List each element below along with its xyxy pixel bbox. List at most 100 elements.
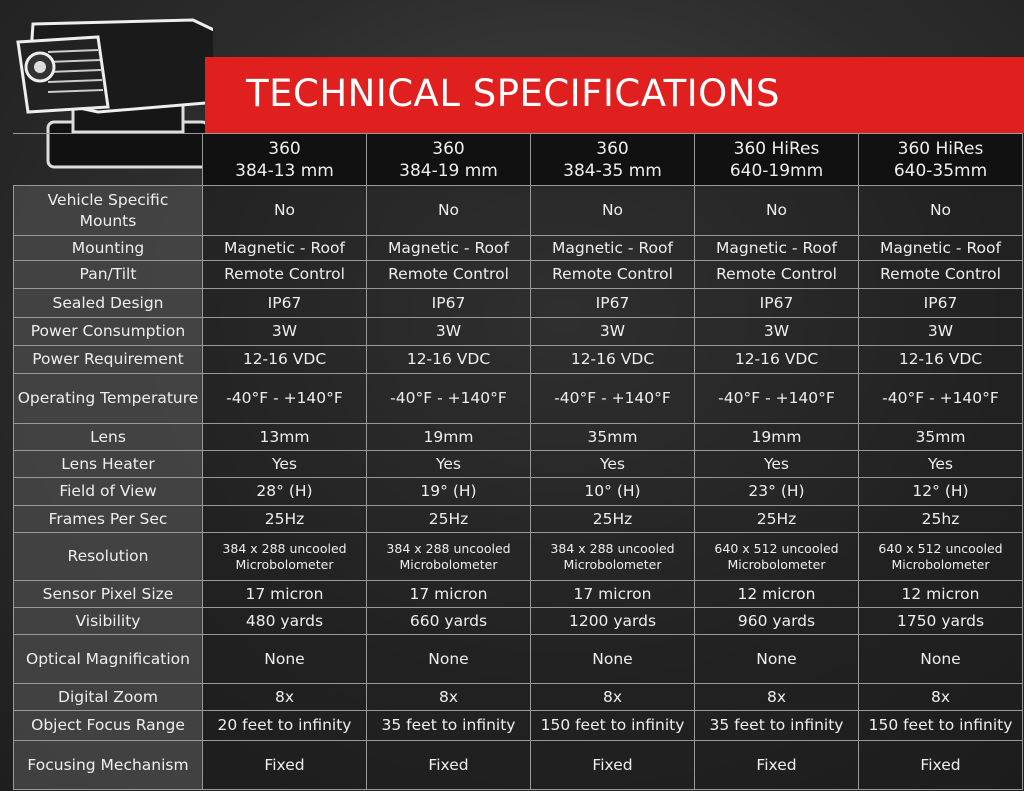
column-header: 360 384-35 mm: [531, 134, 695, 186]
spec-value: 8x: [531, 684, 695, 711]
spec-value: 25Hz: [203, 506, 367, 533]
spec-value: 3W: [203, 318, 367, 346]
spec-value: -40°F - +140°F: [367, 374, 531, 424]
spec-value: 28° (H): [203, 478, 367, 506]
row-label: Frames Per Sec: [13, 506, 203, 533]
row-label: Visibility: [13, 608, 203, 635]
column-header-line: 360: [432, 138, 465, 159]
column-header-line: 360: [596, 138, 629, 159]
row-label: Sensor Pixel Size: [13, 581, 203, 608]
spec-value: 12-16 VDC: [859, 346, 1023, 374]
column-header-line: 384-19 mm: [399, 160, 498, 181]
spec-value: 12-16 VDC: [203, 346, 367, 374]
spec-value: 12 micron: [859, 581, 1023, 608]
spec-value: None: [531, 635, 695, 684]
column-header-line: 640-19mm: [729, 160, 824, 181]
row-label: Digital Zoom: [13, 684, 203, 711]
spec-value: 12 micron: [695, 581, 859, 608]
spec-value: IP67: [531, 289, 695, 318]
spec-value: 3W: [695, 318, 859, 346]
column-header: 360 HiRes 640-19mm: [695, 134, 859, 186]
spec-value: 19mm: [367, 424, 531, 451]
spec-value: 3W: [367, 318, 531, 346]
spec-value: Fixed: [367, 741, 531, 790]
column-header-line: 640-35mm: [893, 160, 988, 181]
spec-value: 1200 yards: [531, 608, 695, 635]
row-label: Focusing Mechanism: [13, 741, 203, 790]
spec-value: 23° (H): [695, 478, 859, 506]
spec-value: 3W: [859, 318, 1023, 346]
column-header-line: 384-13 mm: [235, 160, 334, 181]
spec-value: Fixed: [531, 741, 695, 790]
column-header: 360 384-19 mm: [367, 134, 531, 186]
spec-value: Yes: [531, 451, 695, 478]
spec-value: 1750 yards: [859, 608, 1023, 635]
spec-value: 8x: [203, 684, 367, 711]
spec-value: Yes: [695, 451, 859, 478]
spec-value: 25Hz: [531, 506, 695, 533]
row-label: Lens: [13, 424, 203, 451]
spec-value: 12-16 VDC: [531, 346, 695, 374]
title-banner: [205, 57, 1024, 133]
spec-value: 640 x 512 uncooled Microbolometer: [859, 533, 1023, 581]
spec-value: 640 x 512 uncooled Microbolometer: [695, 533, 859, 581]
column-header-line: 360 HiRes: [897, 138, 984, 159]
spec-value: 35mm: [859, 424, 1023, 451]
column-header-line: 384-35 mm: [563, 160, 662, 181]
spec-value: Magnetic - Roof: [531, 236, 695, 261]
row-label: Optical Magnification: [13, 635, 203, 684]
spec-value: 150 feet to infinity: [859, 711, 1023, 741]
row-label: Power Requirement: [13, 346, 203, 374]
spec-value: 35mm: [531, 424, 695, 451]
camera-icon: [16, 18, 213, 169]
spec-value: IP67: [367, 289, 531, 318]
spec-table: 360 384-13 mm 360 384-19 mm 360 384-35 mm 360 …: [13, 133, 1023, 790]
spec-value: Magnetic - Roof: [203, 236, 367, 261]
spec-value: Remote Control: [203, 261, 367, 289]
spec-value: 3W: [531, 318, 695, 346]
spec-value: 960 yards: [695, 608, 859, 635]
row-label: Power Consumption: [13, 318, 203, 346]
spec-value: 10° (H): [531, 478, 695, 506]
row-label: Vehicle Specific Mounts: [13, 186, 203, 236]
spec-value: None: [367, 635, 531, 684]
row-label: Operating Temperature: [13, 374, 203, 424]
spec-value: None: [695, 635, 859, 684]
spec-value: No: [203, 186, 367, 236]
spec-value: Remote Control: [695, 261, 859, 289]
title: TECHNICAL SPECIFICATIONS: [246, 72, 780, 115]
column-header: 360 HiRes 640-35mm: [859, 134, 1023, 186]
spec-value: 20 feet to infinity: [203, 711, 367, 741]
spec-value: No: [859, 186, 1023, 236]
spec-value: 19° (H): [367, 478, 531, 506]
spec-value: 12-16 VDC: [367, 346, 531, 374]
spec-value: 13mm: [203, 424, 367, 451]
spec-value: Fixed: [695, 741, 859, 790]
spec-value: Magnetic - Roof: [367, 236, 531, 261]
spec-value: 25hz: [859, 506, 1023, 533]
spec-value: 8x: [859, 684, 1023, 711]
spec-value: Remote Control: [367, 261, 531, 289]
spec-value: 384 x 288 uncooled Microbolometer: [531, 533, 695, 581]
spec-value: 17 micron: [531, 581, 695, 608]
spec-value: None: [203, 635, 367, 684]
spec-value: 384 x 288 uncooled Microbolometer: [367, 533, 531, 581]
spec-value: 35 feet to infinity: [695, 711, 859, 741]
spec-value: Fixed: [203, 741, 367, 790]
row-label: Field of View: [13, 478, 203, 506]
spec-value: -40°F - +140°F: [695, 374, 859, 424]
spec-value: -40°F - +140°F: [859, 374, 1023, 424]
spec-value: IP67: [695, 289, 859, 318]
spec-value: Remote Control: [531, 261, 695, 289]
spec-value: 8x: [367, 684, 531, 711]
row-label: Pan/Tilt: [13, 261, 203, 289]
row-label: Resolution: [13, 533, 203, 581]
spec-value: -40°F - +140°F: [531, 374, 695, 424]
spec-value: -40°F - +140°F: [203, 374, 367, 424]
spec-value: 17 micron: [203, 581, 367, 608]
spec-value: None: [859, 635, 1023, 684]
spec-value: 480 yards: [203, 608, 367, 635]
spec-value: 150 feet to infinity: [531, 711, 695, 741]
spec-value: 8x: [695, 684, 859, 711]
column-header: 360 384-13 mm: [203, 134, 367, 186]
